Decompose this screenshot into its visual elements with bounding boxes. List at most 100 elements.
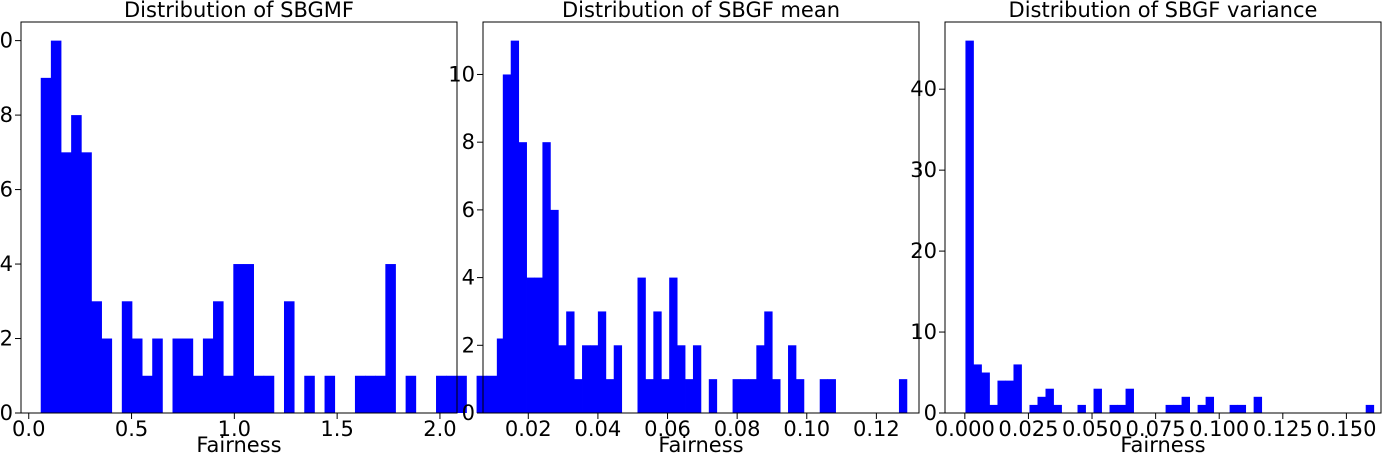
histogram-bar [233, 264, 244, 413]
histogram-bar [550, 209, 559, 413]
x-tick-label: 0.050 [1062, 417, 1122, 441]
histogram-bar [81, 152, 92, 413]
histogram-bar [354, 375, 366, 413]
histogram-bar [253, 375, 265, 413]
histogram-bar [50, 40, 62, 414]
histogram-bar [304, 375, 315, 413]
x-tick-label: 0.075 [1126, 417, 1186, 441]
chart-title: Distribution of SBGMF [124, 0, 354, 22]
histogram-bar [1013, 364, 1022, 413]
histogram-bar [764, 311, 773, 413]
histogram-bar [486, 375, 498, 413]
histogram-bar [692, 345, 702, 413]
histogram-bar [263, 375, 275, 413]
histogram-bar [121, 301, 133, 413]
x-tick-label: 0.0 [12, 417, 45, 441]
y-tick-label: 10 [0, 29, 13, 53]
x-tick-label: 0.08 [714, 417, 761, 441]
x-tick-label: 0.100 [1189, 417, 1249, 441]
histogram-bar [661, 379, 670, 413]
histogram-bar [1173, 404, 1182, 413]
histogram-bar [142, 375, 153, 413]
histogram-bar [788, 345, 797, 413]
histogram-bar [589, 345, 599, 413]
histogram-bar [1077, 404, 1086, 413]
histogram-bar [1197, 404, 1207, 413]
histogram-bar [637, 277, 646, 413]
histogram-bar [613, 345, 623, 413]
histogram-bar [1229, 404, 1239, 413]
histogram-bar [243, 264, 254, 413]
histogram-bar [182, 338, 194, 413]
y-tick-label: 4 [0, 252, 13, 276]
histogram-bar [582, 345, 591, 413]
histogram-bar [1093, 388, 1102, 413]
histogram-bar [1253, 396, 1263, 413]
histogram-bar [597, 311, 607, 413]
histogram-bar [1029, 404, 1038, 413]
histogram-bar [653, 311, 662, 413]
y-tick-label: 2 [462, 333, 475, 357]
histogram-bar [405, 375, 417, 413]
histogram-bar [91, 301, 102, 413]
histogram-bar [795, 379, 805, 413]
histogram-bar [898, 379, 908, 413]
histogram-bar [213, 301, 224, 413]
histogram-bar [819, 379, 829, 413]
histogram-bar [446, 375, 457, 413]
y-tick-label: 20 [910, 239, 937, 263]
histogram-bar [1237, 404, 1247, 413]
x-tick-label: 0.000 [935, 417, 995, 441]
histogram-bar [542, 142, 551, 413]
histogram-bar [518, 142, 527, 413]
y-tick-label: 0 [462, 401, 475, 425]
histogram-bar [566, 311, 575, 413]
histogram-bar [476, 375, 488, 413]
histogram-bar [192, 375, 204, 413]
y-tick-label: 6 [462, 198, 475, 222]
histogram-bar [740, 379, 749, 413]
histogram-bar [677, 345, 686, 413]
x-tick-label: 0.06 [644, 417, 691, 441]
histogram-bar [1037, 396, 1046, 413]
histogram-bar [748, 379, 757, 413]
y-tick-label: 0 [924, 401, 937, 425]
x-tick-label: 0.150 [1316, 417, 1376, 441]
histogram-bar [101, 338, 113, 413]
histogram-bar [1125, 388, 1134, 413]
histogram-bar [772, 379, 781, 413]
y-tick-label: 10 [910, 320, 937, 344]
x-tick-label: 0.02 [505, 417, 552, 441]
x-tick-label: 0.10 [783, 417, 830, 441]
x-tick-label: 0.125 [1253, 417, 1313, 441]
histogram-bar [1181, 396, 1190, 413]
x-tick-label: 0.12 [853, 417, 900, 441]
y-tick-label: 8 [0, 103, 13, 127]
histogram-bar [732, 379, 741, 413]
histogram-bar [71, 115, 82, 413]
histogram-bar [1117, 404, 1126, 413]
histogram-bar [756, 345, 765, 413]
histogram-bar [669, 277, 678, 413]
histogram-bar [526, 277, 535, 413]
y-tick-label: 30 [910, 158, 937, 182]
x-tick-label: 2.0 [423, 417, 456, 441]
histogram-bar [1109, 404, 1118, 413]
histogram-bar [997, 380, 1006, 413]
histogram-bar [1205, 396, 1215, 413]
x-tick-label: 1.0 [218, 417, 251, 441]
histogram-panel-sbgf-variance: 0.000 0.025 0.050 0.075 0.100 0.125 0.150 0 10 20… [910, 0, 1382, 457]
histogram-bar [131, 338, 143, 413]
y-tick-label: 2 [0, 327, 13, 351]
histogram-bar [152, 338, 163, 413]
x-axis-label: Fairness [196, 433, 281, 457]
histogram-bar [365, 375, 376, 413]
histogram-bar [172, 338, 184, 413]
histogram-bar [558, 345, 567, 413]
histogram-bar [283, 301, 295, 413]
histogram-bar [496, 338, 508, 413]
x-tick-label: 0.04 [575, 417, 622, 441]
y-tick-label: 40 [910, 77, 937, 101]
histogram-bar [1365, 404, 1375, 413]
